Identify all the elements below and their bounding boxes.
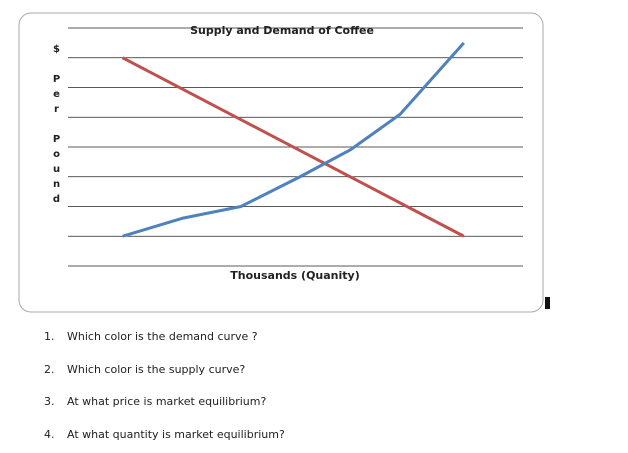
question-number: 4. bbox=[44, 427, 55, 441]
question-number: 1. bbox=[44, 330, 55, 343]
question-number: 2. bbox=[44, 362, 55, 376]
question-text: Which color is the demand curve ? bbox=[67, 330, 258, 343]
series-line bbox=[122, 41, 465, 238]
question-text: Which color is the supply curve? bbox=[67, 362, 246, 376]
question-number: 3. bbox=[44, 395, 55, 408]
cursor-mark bbox=[545, 297, 550, 309]
x-axis-label: Thousands (Quanity) bbox=[230, 269, 359, 282]
series-line bbox=[121, 56, 465, 238]
question-text: At what price is market equilibrium? bbox=[67, 395, 267, 408]
chart-title: Supply and Demand of Coffee bbox=[190, 24, 374, 37]
y-axis-label: $ Per Pound bbox=[51, 44, 62, 209]
question-text: At what quantity is market equilibrium? bbox=[67, 427, 285, 441]
